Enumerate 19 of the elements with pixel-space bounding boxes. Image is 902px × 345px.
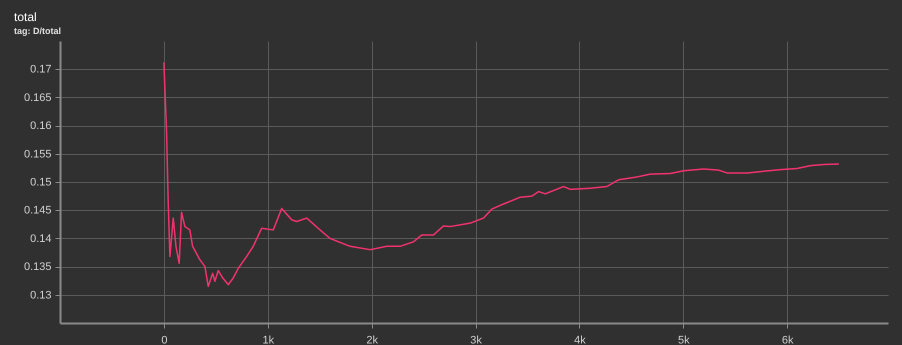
y-tick-label: 0.14 <box>30 232 52 245</box>
chart-subtitle: tag: D/total <box>14 26 61 36</box>
x-tick-label: 3k <box>470 334 482 345</box>
x-tick-label: 0 <box>161 334 168 345</box>
line-series <box>163 62 840 288</box>
y-tick-label: 0.17 <box>30 64 52 76</box>
y-tick-label: 0.15 <box>30 176 52 188</box>
x-tick-label: 1k <box>262 334 275 345</box>
y-tick-label: 0.155 <box>24 148 52 160</box>
x-tick-label: 2k <box>366 334 378 345</box>
chart-title: total <box>14 10 37 24</box>
y-tick-label: 0.16 <box>30 120 52 132</box>
y-tick-label: 0.135 <box>24 261 52 274</box>
x-tick-label: 6k <box>782 334 794 345</box>
y-tick-label: 0.145 <box>24 204 52 217</box>
y-tick-label: 0.165 <box>24 92 52 104</box>
x-tick-label: 5k <box>678 334 690 345</box>
x-tick-label: 4k <box>574 334 586 345</box>
y-tick-label: 0.13 <box>30 289 52 302</box>
